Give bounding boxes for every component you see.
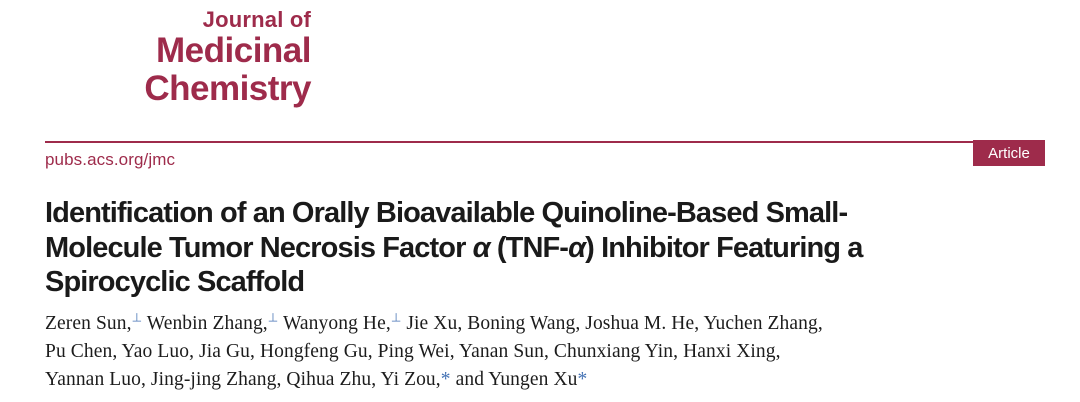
text-run: Pu Chen, Yao Luo, Jia Gu, Hongfeng Gu, P… xyxy=(45,341,781,362)
masthead-divider xyxy=(45,141,1045,143)
author-line: Yannan Luo, Jing-jing Zhang, Qihua Zhu, … xyxy=(45,366,1050,394)
affiliation-marker[interactable]: ⊥ xyxy=(267,310,279,325)
journal-logo: Journal of Medicinal Chemistry xyxy=(45,7,311,108)
author-list: Zeren Sun,⊥ Wenbin Zhang,⊥ Wanyong He,⊥ … xyxy=(45,310,1050,394)
text-run: Spirocyclic Scaffold xyxy=(45,266,305,298)
title-line: Spirocyclic Scaffold xyxy=(45,265,1045,300)
corresponding-author-marker[interactable]: * xyxy=(577,369,588,390)
affiliation-marker[interactable]: ⊥ xyxy=(390,310,402,325)
text-run: Wenbin Zhang, xyxy=(142,313,268,334)
author-line: Zeren Sun,⊥ Wenbin Zhang,⊥ Wanyong He,⊥ … xyxy=(45,310,1050,338)
title-line: Identification of an Orally Bioavailable… xyxy=(45,196,1045,231)
journal-url-link[interactable]: pubs.acs.org/jmc xyxy=(45,150,176,169)
text-run: Wanyong He, xyxy=(278,313,391,334)
article-type-badge: Article xyxy=(973,140,1045,166)
journal-logo-name-2: Chemistry xyxy=(144,69,311,108)
text-run: Molecule Tumor Necrosis Factor xyxy=(45,231,473,264)
text-run: Yannan Luo, Jing-jing Zhang, Qihua Zhu, … xyxy=(45,369,441,390)
text-run: α xyxy=(568,231,586,264)
text-run: and Yungen Xu xyxy=(450,369,578,390)
text-run: (TNF- xyxy=(489,231,569,264)
journal-logo-prefix: Journal of xyxy=(202,7,311,32)
author-line: Pu Chen, Yao Luo, Jia Gu, Hongfeng Gu, P… xyxy=(45,338,1050,366)
text-run: ) Inhibitor Featuring a xyxy=(585,231,863,264)
title-line: Molecule Tumor Necrosis Factor α (TNF-α)… xyxy=(45,231,1045,266)
affiliation-marker[interactable]: ⊥ xyxy=(131,310,143,325)
text-run: Jie Xu, Boning Wang, Joshua M. He, Yuche… xyxy=(401,313,823,334)
corresponding-author-marker[interactable]: * xyxy=(440,369,451,390)
text-run: Zeren Sun, xyxy=(45,313,132,334)
text-run: Identification of an Orally Bioavailable… xyxy=(45,197,848,229)
journal-logo-name-1: Medicinal xyxy=(156,31,311,70)
article-title: Identification of an Orally Bioavailable… xyxy=(45,196,1045,300)
text-run: α xyxy=(472,231,491,264)
